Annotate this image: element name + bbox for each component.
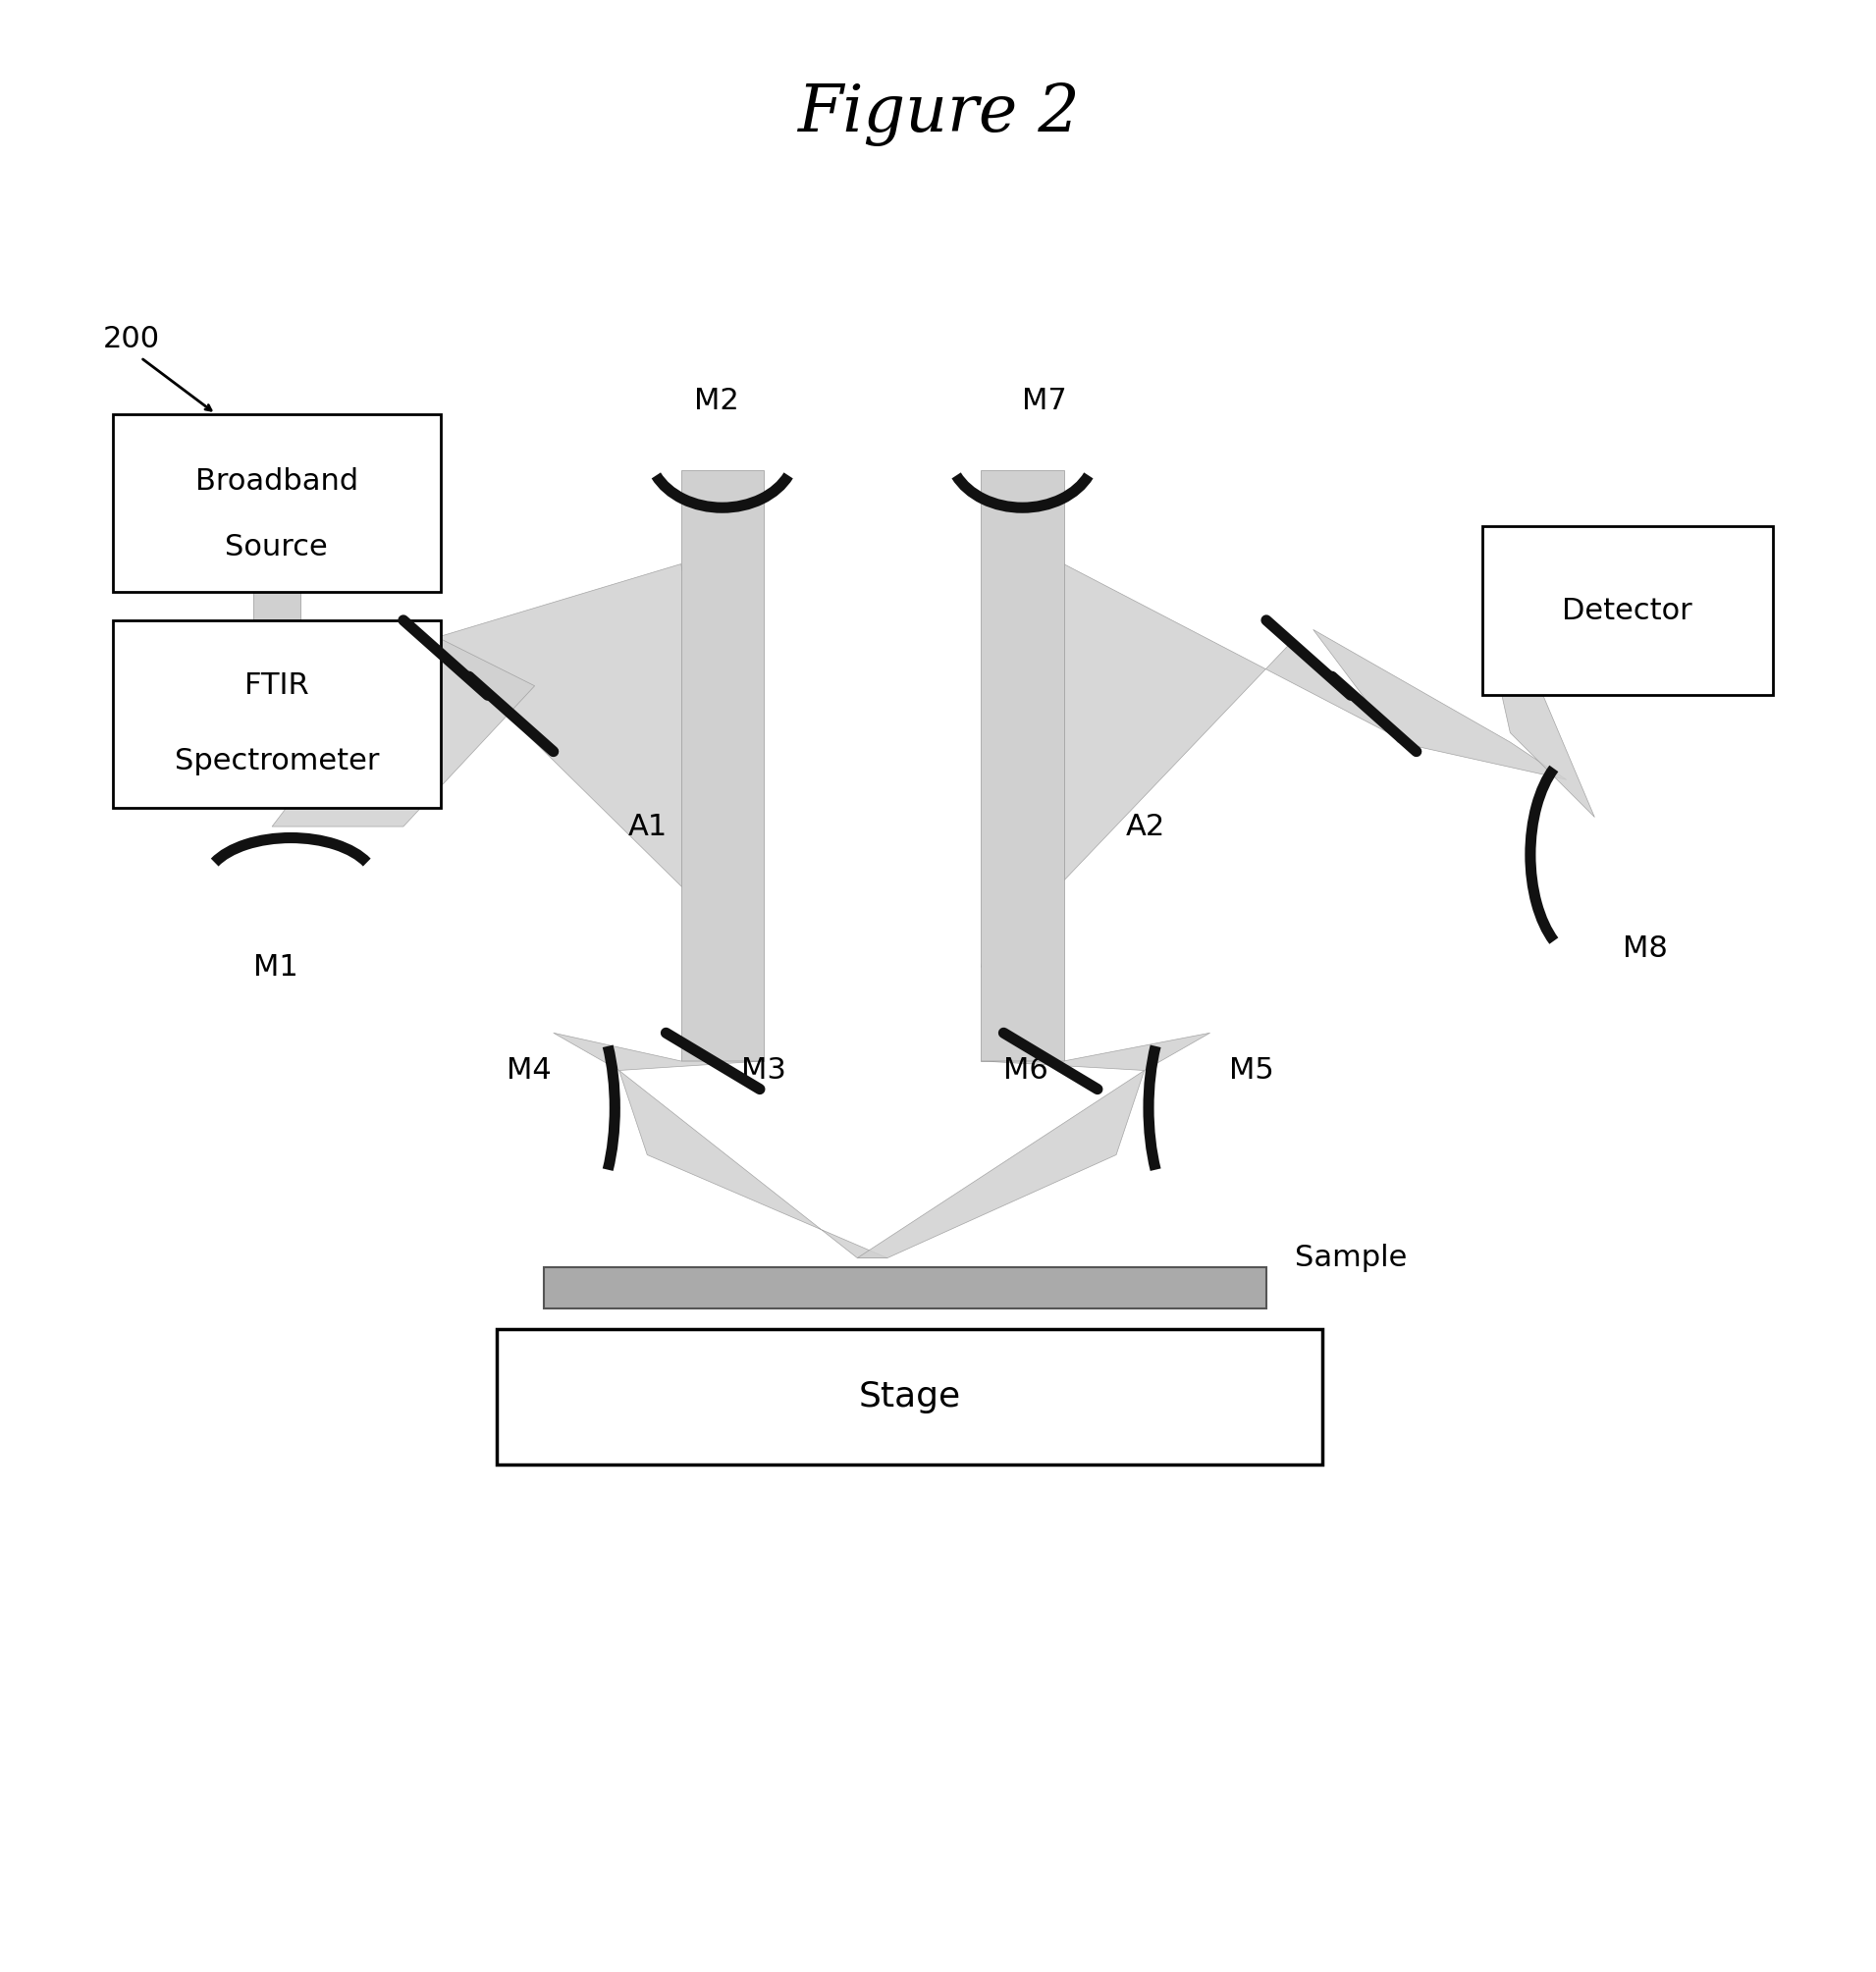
- Text: Sample: Sample: [1294, 1244, 1407, 1272]
- Text: Broadband: Broadband: [195, 467, 358, 495]
- Text: Stage: Stage: [859, 1380, 961, 1414]
- Polygon shape: [857, 1071, 1144, 1258]
- Text: M4: M4: [507, 1057, 552, 1085]
- Polygon shape: [981, 469, 1064, 1061]
- Text: M5: M5: [1229, 1057, 1274, 1085]
- Text: A2: A2: [1126, 812, 1165, 840]
- Bar: [113, 414, 441, 592]
- Polygon shape: [253, 592, 300, 621]
- Polygon shape: [1313, 629, 1566, 779]
- Polygon shape: [981, 1033, 1210, 1071]
- Bar: [544, 1268, 1266, 1309]
- Text: M7: M7: [1022, 387, 1067, 414]
- Text: M1: M1: [253, 952, 298, 982]
- Text: A1: A1: [628, 812, 668, 840]
- Polygon shape: [619, 1071, 887, 1258]
- Polygon shape: [431, 564, 764, 966]
- Text: M6: M6: [1004, 1057, 1049, 1085]
- Text: Spectrometer: Spectrometer: [174, 747, 379, 775]
- Text: Detector: Detector: [1563, 598, 1692, 625]
- Text: M2: M2: [694, 387, 739, 414]
- Text: M8: M8: [1623, 935, 1668, 962]
- Text: FTIR: FTIR: [244, 672, 310, 700]
- Polygon shape: [272, 629, 535, 826]
- Polygon shape: [981, 564, 1388, 966]
- Text: Figure 2: Figure 2: [797, 81, 1079, 146]
- Polygon shape: [1491, 574, 1595, 816]
- Text: 200: 200: [103, 325, 159, 353]
- Text: Source: Source: [225, 532, 328, 562]
- Bar: [1482, 527, 1773, 696]
- Text: M3: M3: [741, 1057, 786, 1085]
- Bar: [497, 1329, 1323, 1465]
- Bar: [113, 621, 441, 809]
- Polygon shape: [681, 469, 764, 1061]
- Polygon shape: [553, 1033, 764, 1071]
